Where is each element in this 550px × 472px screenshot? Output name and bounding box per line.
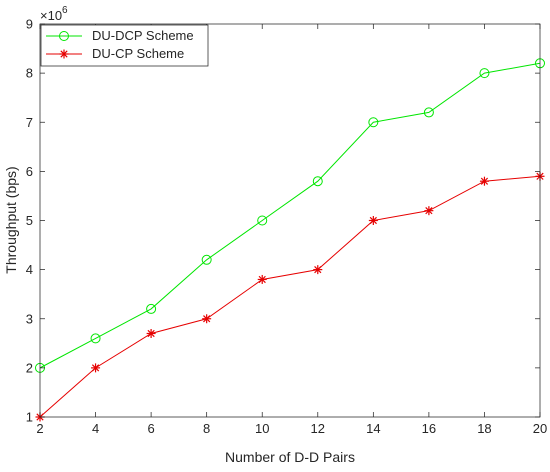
x-tick-label: 6 [147, 421, 154, 436]
legend-asterisk-icon [59, 49, 69, 59]
y-axis-label: Throughput (bps) [3, 166, 19, 273]
y-tick-label: 9 [26, 17, 33, 32]
x-tick-label: 8 [203, 421, 210, 436]
x-tick-label: 18 [477, 421, 491, 436]
data-point-0-2 [146, 303, 157, 314]
y-tick-label: 1 [26, 410, 33, 425]
data-point-1-3 [202, 314, 212, 324]
x-tick-label: 12 [311, 421, 325, 436]
data-point-0-1 [90, 333, 101, 344]
data-point-0-7 [423, 107, 434, 118]
data-point-0-8 [479, 68, 490, 79]
x-tick-label: 10 [255, 421, 269, 436]
legend-box [40, 24, 209, 67]
data-point-0-6 [368, 117, 379, 128]
x-tick-label: 14 [366, 421, 380, 436]
legend-label-dcp: DU-DCP Scheme [92, 28, 194, 43]
data-point-1-8 [479, 176, 489, 186]
y-tick-label: 4 [26, 262, 33, 277]
y-tick-label: 5 [26, 213, 33, 228]
data-point-1-2 [146, 328, 156, 338]
series-layer [35, 58, 545, 422]
data-point-1-5 [313, 265, 323, 275]
data-point-0-4 [257, 215, 268, 226]
data-point-0-5 [312, 176, 323, 187]
data-point-1-6 [368, 216, 378, 225]
y-exponent-power: 6 [62, 5, 68, 16]
legend-marker-dcp [59, 31, 69, 41]
x-axis-label: Number of D-D Pairs [225, 449, 355, 465]
y-tick-label: 8 [26, 66, 33, 81]
x-tick-label: 20 [533, 421, 547, 436]
plot-area [40, 24, 540, 417]
data-point-1-7 [424, 206, 434, 216]
legend-label-cp: DU-CP Scheme [92, 46, 184, 61]
x-tick-label: 2 [36, 421, 43, 436]
y-tick-label: 6 [26, 164, 33, 179]
data-point-1-1 [91, 363, 101, 373]
series-line-0 [39, 62, 541, 369]
y-tick-label: 7 [26, 115, 33, 130]
y-exponent-base: ×10 [40, 8, 62, 23]
x-tick-label: 4 [92, 421, 99, 436]
data-point-1-4 [257, 274, 267, 284]
x-tick-label: 16 [422, 421, 436, 436]
series-line-1 [39, 175, 541, 418]
y-tick-label: 3 [26, 311, 33, 326]
legend: DU-DCP Scheme DU-CP Scheme [40, 24, 209, 67]
y-tick-label: 2 [26, 360, 33, 375]
legend-marker-cp [59, 49, 69, 59]
data-point-0-3 [201, 254, 212, 265]
